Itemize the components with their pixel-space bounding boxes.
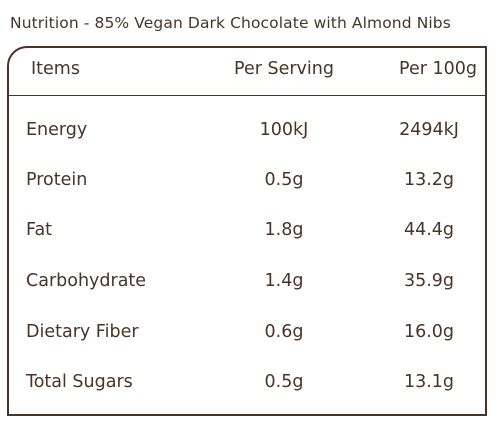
row-per-100g: 16.0g bbox=[403, 322, 455, 342]
table-row-total-sugars: Total Sugars 0.5g 13.1g bbox=[9, 372, 485, 402]
page-title: Nutrition - 85% Vegan Dark Chocolate wit… bbox=[10, 14, 451, 32]
header-per-100g: Per 100g bbox=[399, 59, 477, 79]
row-name: Protein bbox=[26, 170, 88, 190]
row-per-serving: 100kJ bbox=[259, 120, 309, 140]
table-row-fat: Fat 1.8g 44.4g bbox=[9, 220, 485, 250]
row-per-100g: 13.2g bbox=[403, 170, 455, 190]
row-per-serving: 0.5g bbox=[264, 372, 304, 392]
header-items: Items bbox=[31, 59, 80, 79]
nutrition-table: Items Per Serving Per 100g Energy 100kJ … bbox=[7, 46, 487, 416]
row-per-100g: 44.4g bbox=[403, 220, 455, 240]
row-per-serving: 1.8g bbox=[264, 220, 304, 240]
row-per-serving: 0.5g bbox=[264, 170, 304, 190]
row-per-100g: 13.1g bbox=[403, 372, 455, 392]
row-per-serving: 0.6g bbox=[264, 322, 304, 342]
row-name: Total Sugars bbox=[26, 372, 133, 392]
row-name: Fat bbox=[26, 220, 53, 240]
row-per-100g: 2494kJ bbox=[399, 120, 459, 140]
row-name: Dietary Fiber bbox=[26, 322, 139, 342]
row-name: Carbohydrate bbox=[26, 271, 147, 291]
row-per-100g: 35.9g bbox=[403, 271, 455, 291]
table-row-dietary-fiber: Dietary Fiber 0.6g 16.0g bbox=[9, 322, 485, 352]
table-row-energy: Energy 100kJ 2494kJ bbox=[9, 120, 485, 150]
row-per-serving: 1.4g bbox=[264, 271, 304, 291]
table-row-protein: Protein 0.5g 13.2g bbox=[9, 170, 485, 200]
row-name: Energy bbox=[26, 120, 88, 140]
table-row-carbohydrate: Carbohydrate 1.4g 35.9g bbox=[9, 271, 485, 301]
header-per-serving: Per Serving bbox=[234, 59, 334, 79]
table-header: Items Per Serving Per 100g bbox=[9, 48, 485, 96]
